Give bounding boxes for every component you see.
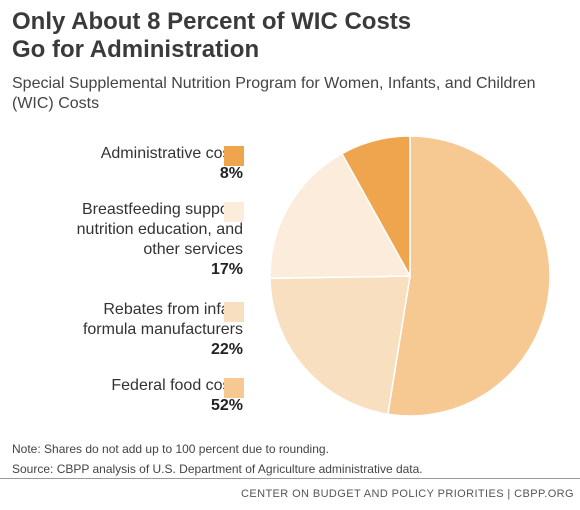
pie-chart: [269, 135, 551, 417]
legend-item-2: Breastfeeding support, nutrition educatio…: [77, 200, 243, 280]
legend-swatch-2: [224, 202, 244, 222]
legend-label-2-0: Breastfeeding support,: [82, 201, 243, 218]
chart-source: Source: CBPP analysis of U.S. Department…: [12, 462, 423, 476]
legend-swatch-1: [224, 302, 244, 322]
legend-label-2-1: nutrition education, and: [76, 221, 243, 238]
legend-label-1-1: formula manufacturers: [82, 321, 243, 338]
legend-label-0-0: Federal food costs: [111, 377, 243, 394]
pie-slice-3: [340, 135, 411, 279]
chart-title-line-1: Only About 8 Percent of WIC Costs: [12, 8, 412, 35]
pie-slice-2: [269, 152, 412, 279]
footer-divider: [0, 478, 580, 479]
legend-item-1: Rebates from infant formula manufacturers…: [83, 300, 243, 360]
pie-slice-1: [269, 275, 411, 416]
chart-subtitle: Special Supplemental Nutrition Program f…: [12, 74, 567, 114]
legend-value-3: 8%: [219, 165, 243, 182]
chart-title: Only About 8 Percent of WIC Costs Go for…: [12, 8, 552, 64]
legend-label-1-0: Rebates from infant: [103, 301, 243, 318]
legend-value-1: 22%: [210, 341, 243, 358]
chart-subtitle-line-2: (WIC) Costs: [12, 95, 100, 112]
pie-slice-0: [387, 135, 551, 417]
legend-item-3: Administrative costs 8%: [101, 144, 243, 184]
legend-label-3-0: Administrative costs: [100, 145, 243, 162]
footer-credit: CENTER ON BUDGET AND POLICY PRIORITIES |…: [241, 488, 574, 500]
legend-value-0: 52%: [210, 397, 243, 414]
legend-value-2: 17%: [210, 261, 243, 278]
legend-item-0: Federal food costs 52%: [111, 376, 243, 416]
chart-title-line-2: Go for Administration: [12, 36, 260, 63]
chart-note: Note: Shares do not add up to 100 percen…: [12, 442, 329, 456]
chart-subtitle-line-1: Special Supplemental Nutrition Program f…: [12, 75, 536, 92]
legend-swatch-0: [224, 378, 244, 398]
legend-swatch-3: [224, 146, 244, 166]
legend-label-2-2: other services: [143, 241, 243, 258]
